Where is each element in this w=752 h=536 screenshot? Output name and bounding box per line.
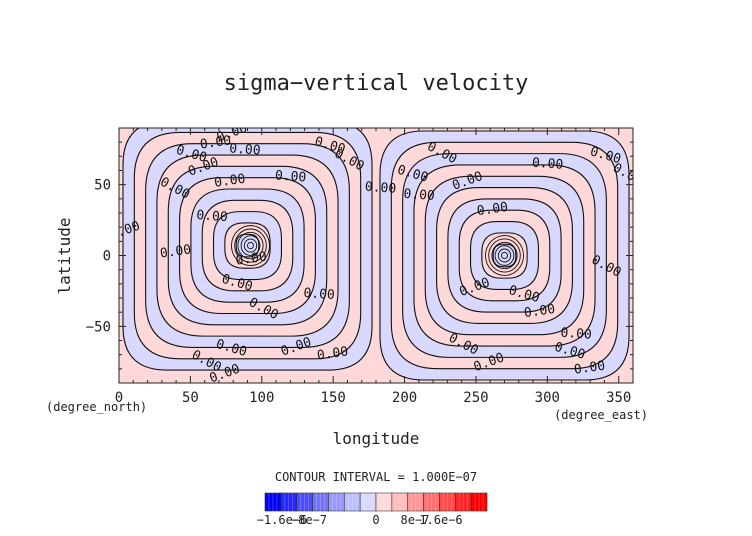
core-contour [243,238,258,253]
contour-label: 0.00 [523,302,556,321]
core-contour [247,241,254,250]
colorbar-swatch [470,492,488,512]
contour-interval-text: CONTOUR INTERVAL = 1.000E−07 [275,470,477,484]
contour-label: 0.00 [235,250,268,269]
contour-label: 0.00 [196,208,228,225]
colorbar-label: 8e−7 [401,513,430,527]
x-tick-label: 200 [392,390,417,406]
x-tick-label: 100 [249,390,274,406]
x-tick-label: 150 [321,390,346,406]
contour-label: 0.00 [316,344,349,363]
y-tick-label: 0 [103,249,111,265]
colorbar-label: 1.6e−6 [419,513,462,527]
contour-label: 0.00 [274,168,306,185]
axes: 0 50 100 150 200 250 300 350 −50 0 50 [86,127,634,406]
y-tick-label: −50 [86,319,111,335]
colorbar: −1.6e−6−8e−7 0 8e−71.6e−6 [257,492,488,527]
contour-label: 0.00 [560,326,592,343]
contour-label: 0.00 [229,141,261,158]
x-tick-label: 350 [606,390,631,406]
contour-label: 0.00 [199,133,232,152]
contour-band [492,243,517,268]
core-contour [240,235,261,256]
eastern-cell [379,130,630,381]
x-tick-label: 0 [115,390,123,406]
plot-area: 0.000.000.000.000.000.000.00 0.000.000.00… [119,128,633,383]
y-tick-label: 50 [94,178,111,194]
contour-label: 0.00 [573,359,606,378]
chart-title: sigma−vertical velocity [224,71,529,96]
x-axis-label: longitude [333,429,420,448]
western-cell [122,128,373,371]
core-contour [234,228,267,263]
x-tick-label: 300 [535,390,560,406]
colorbar-label: −1.6e−6 [257,513,308,527]
contour-label: 0.00 [531,156,563,173]
x-axis-units: (degree_east) [554,408,648,422]
contour-label: 0.00 [303,286,335,303]
core-contour [237,231,264,260]
core-contour [485,235,524,276]
x-tick-label: 50 [182,390,199,406]
colorbar-label: 0 [372,513,379,527]
contour-label: 0.00 [159,242,192,261]
colorbar-label: −8e−7 [291,513,327,527]
core-contour [488,238,521,273]
contour-label: 0.00 [364,180,396,197]
core-contour [501,251,508,260]
contour-label: 0.00 [476,200,509,219]
core-contour [494,245,515,266]
x-tick-label: 250 [463,390,488,406]
contour-label: 0.00 [403,187,435,204]
y-axis-units: (degree_north) [46,400,147,414]
core-contour [497,248,512,263]
core-contour [231,225,270,266]
contour-label: 0.00 [213,172,246,191]
y-axis-label: latitude [55,217,74,294]
core-contour [491,241,518,270]
contour-field: 0.000.000.000.000.000.000.00 0.000.000.00… [119,128,633,383]
